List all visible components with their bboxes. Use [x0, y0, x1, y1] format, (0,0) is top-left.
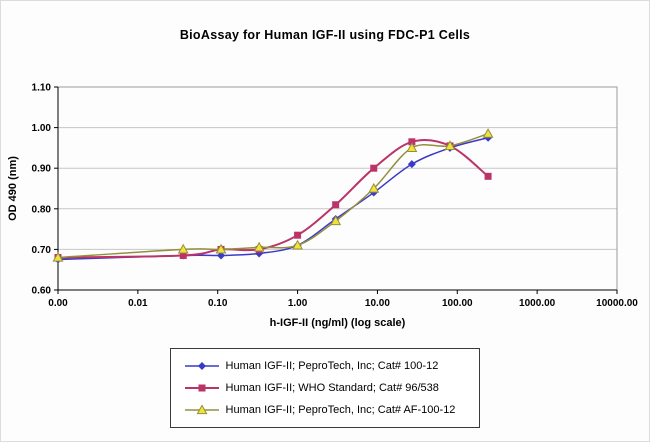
x-axis-title: h-IGF-II (ng/ml) (log scale)	[270, 317, 406, 329]
x-tick-label: 10.00	[365, 298, 390, 309]
y-tick-label: 0.80	[32, 204, 52, 215]
gridlines	[58, 86, 617, 291]
legend-label: Human IGF-II; WHO Standard; Cat# 96/538	[225, 382, 439, 394]
x-tick-label: 100.00	[442, 298, 473, 309]
x-tick-label: 1.00	[288, 298, 308, 309]
legend-triangle-icon	[184, 404, 219, 415]
y-tick-label: 1.10	[32, 83, 52, 94]
chart-plot-area: 0.60 0.70 0.80 0.90 1.00 1.10 0.00 0.01 0.10 1.00…	[7, 83, 638, 330]
series-3-triangle	[52, 128, 494, 262]
chart-legend: Human IGF-II; PeproTech, Inc; Cat# 100-1…	[169, 348, 481, 428]
x-tick-label: 0.10	[208, 298, 228, 309]
x-tick-label: 0.01	[128, 298, 148, 309]
x-tick-label: 1000.00	[519, 298, 556, 309]
y-tick-label: 0.60	[32, 286, 52, 297]
y-tick-label: 0.90	[32, 164, 52, 175]
legend-item: Human IGF-II; WHO Standard; Cat# 96/538	[184, 377, 456, 399]
y-axis-title: OD 490 (nm)	[7, 156, 19, 221]
legend-label: Human IGF-II; PeproTech, Inc; Cat# 100-1…	[225, 360, 439, 372]
plot-border	[57, 86, 618, 291]
series-1-diamond	[54, 133, 493, 264]
x-tick-label: 0.00	[48, 298, 68, 309]
legend-diamond-icon	[184, 362, 219, 370]
y-tick-label: 1.00	[32, 123, 52, 134]
legend-item: Human IGF-II; PeproTech, Inc; Cat# 100-1…	[184, 355, 456, 377]
legend-square-icon	[184, 384, 219, 392]
legend-item: Human IGF-II; PeproTech, Inc; Cat# AF-10…	[184, 399, 456, 421]
x-tick-label: 10000.00	[596, 298, 638, 309]
chart-title: BioAssay for Human IGF-II using FDC-P1 C…	[179, 28, 471, 42]
legend-label: Human IGF-II; PeproTech, Inc; Cat# AF-10…	[225, 404, 456, 416]
y-tick-label: 0.70	[32, 245, 52, 256]
